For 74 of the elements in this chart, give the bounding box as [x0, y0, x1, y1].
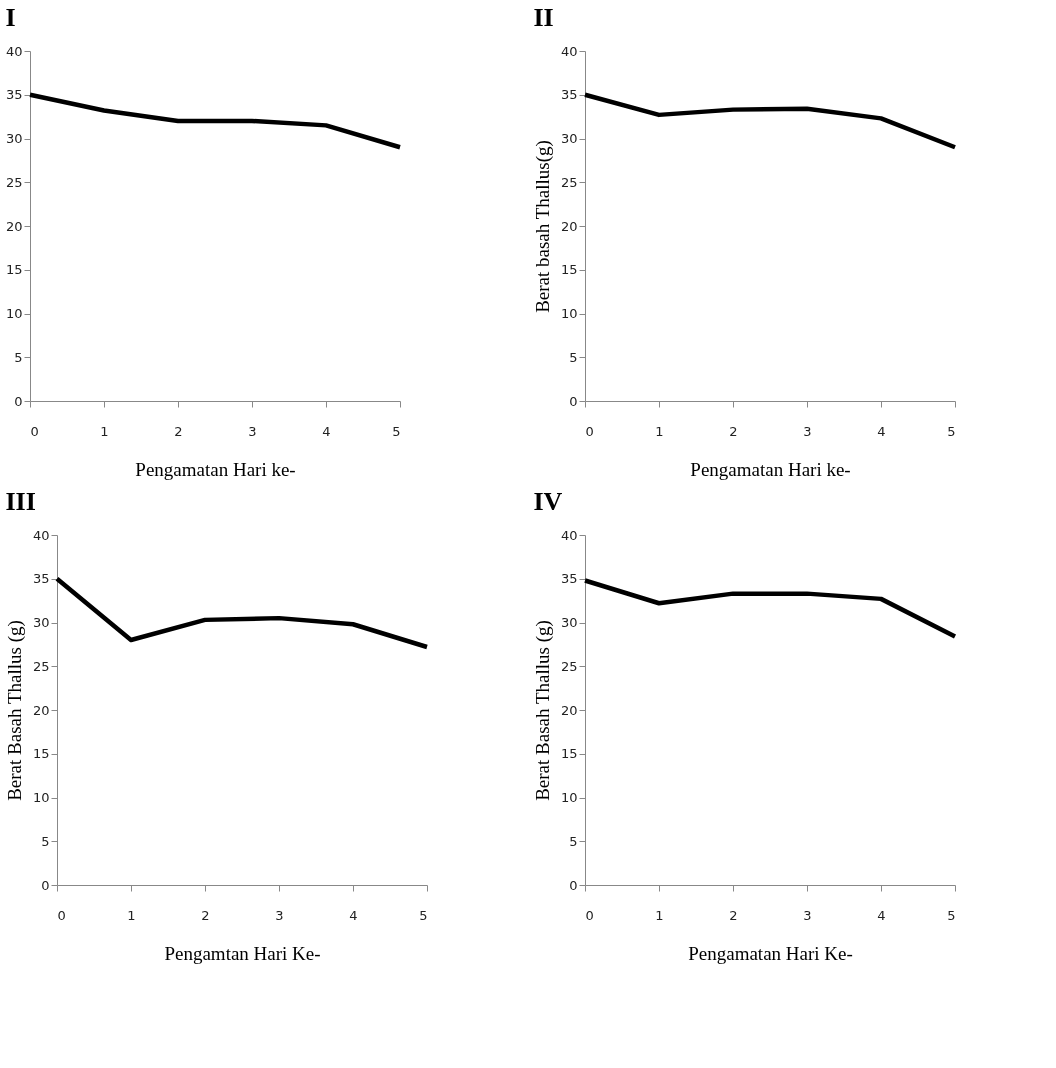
x-tick-label: 3: [248, 423, 257, 439]
y-tick-label: 5: [14, 349, 23, 365]
y-tick-label: 15: [5, 262, 23, 278]
x-tick-label: 1: [127, 907, 136, 923]
x-tick-label: 5: [947, 423, 956, 439]
y-tick-label: 5: [569, 833, 578, 849]
chart-title: II: [533, 3, 554, 32]
y-tick-label: 35: [5, 87, 23, 103]
x-tick-label: 4: [322, 423, 331, 439]
y-tick-label: 0: [569, 393, 578, 409]
y-axis-title: Berat Basah Thallus (g): [531, 620, 554, 801]
y-tick-label: 25: [560, 658, 578, 674]
y-tick-label: 20: [560, 702, 578, 718]
y-tick-label: 10: [560, 306, 578, 321]
y-tick-label: 0: [569, 877, 578, 893]
chart-title: III: [5, 487, 36, 516]
y-tick-label: 5: [569, 349, 578, 365]
y-tick-label: 30: [560, 131, 578, 146]
y-tick-label: 20: [5, 218, 23, 234]
x-tick-label: 4: [349, 907, 358, 923]
x-tick-label: 0: [57, 907, 66, 923]
y-tick-label: 35: [560, 87, 578, 103]
x-tick-label: 3: [803, 423, 812, 439]
line-series: [27, 92, 403, 150]
x-tick-label: 0: [585, 907, 594, 923]
y-axis-title: Berat basah Thallus(g): [531, 140, 554, 313]
chart-title: I: [5, 3, 16, 32]
x-tick-label: 2: [729, 907, 738, 923]
x-tick-label: 1: [655, 423, 664, 439]
x-tick-label: 2: [729, 423, 738, 439]
y-tick-label: 40: [560, 527, 578, 543]
y-tick-label: 30: [560, 615, 578, 630]
y-tick-label: 10: [560, 790, 578, 805]
x-tick-label: 3: [275, 907, 284, 923]
x-tick-label: 5: [419, 907, 428, 923]
line-series: [54, 576, 430, 650]
y-tick-label: 15: [560, 746, 578, 762]
x-axis-title: Pengamtan Hari Ke-: [164, 942, 321, 964]
y-tick-label: 35: [560, 571, 578, 587]
x-tick-label: 1: [100, 423, 109, 439]
x-tick-label: 2: [174, 423, 183, 439]
x-tick-label: 0: [585, 423, 594, 439]
y-tick-label: 20: [560, 218, 578, 234]
x-tick-label: 5: [392, 423, 401, 439]
x-axis-title: Pengamatan Hari ke-: [135, 458, 296, 480]
y-tick-label: 0: [41, 877, 50, 893]
y-tick-label: 40: [5, 43, 23, 59]
y-tick-label: 20: [32, 702, 50, 718]
y-tick-label: 10: [5, 306, 23, 321]
y-tick-label: 30: [32, 615, 50, 630]
y-tick-label: 15: [32, 746, 50, 762]
y-tick-label: 35: [32, 571, 50, 587]
x-tick-label: 2: [201, 907, 210, 923]
line-series: [582, 92, 958, 150]
y-tick-label: 40: [32, 527, 50, 543]
y-axis-title: Berat Basah Thallus (g): [3, 620, 26, 801]
x-tick-label: 4: [877, 907, 886, 923]
y-tick-label: 25: [32, 658, 50, 674]
y-tick-label: 5: [41, 833, 50, 849]
x-tick-label: 4: [877, 423, 886, 439]
y-tick-label: 10: [32, 790, 50, 805]
y-tick-label: 25: [560, 174, 578, 190]
y-tick-label: 25: [5, 174, 23, 190]
y-tick-label: 40: [560, 43, 578, 59]
x-axis-title: Pengamatan Hari ke-: [690, 458, 851, 480]
y-tick-label: 0: [14, 393, 23, 409]
y-tick-label: 30: [5, 131, 23, 146]
x-axis-title: Pengamatan Hari Ke-: [688, 942, 853, 964]
y-tick-label: 15: [560, 262, 578, 278]
line-series: [582, 578, 958, 639]
chart-title: IV: [533, 487, 563, 516]
x-tick-label: 3: [803, 907, 812, 923]
x-tick-label: 5: [947, 907, 956, 923]
x-tick-label: 1: [655, 907, 664, 923]
